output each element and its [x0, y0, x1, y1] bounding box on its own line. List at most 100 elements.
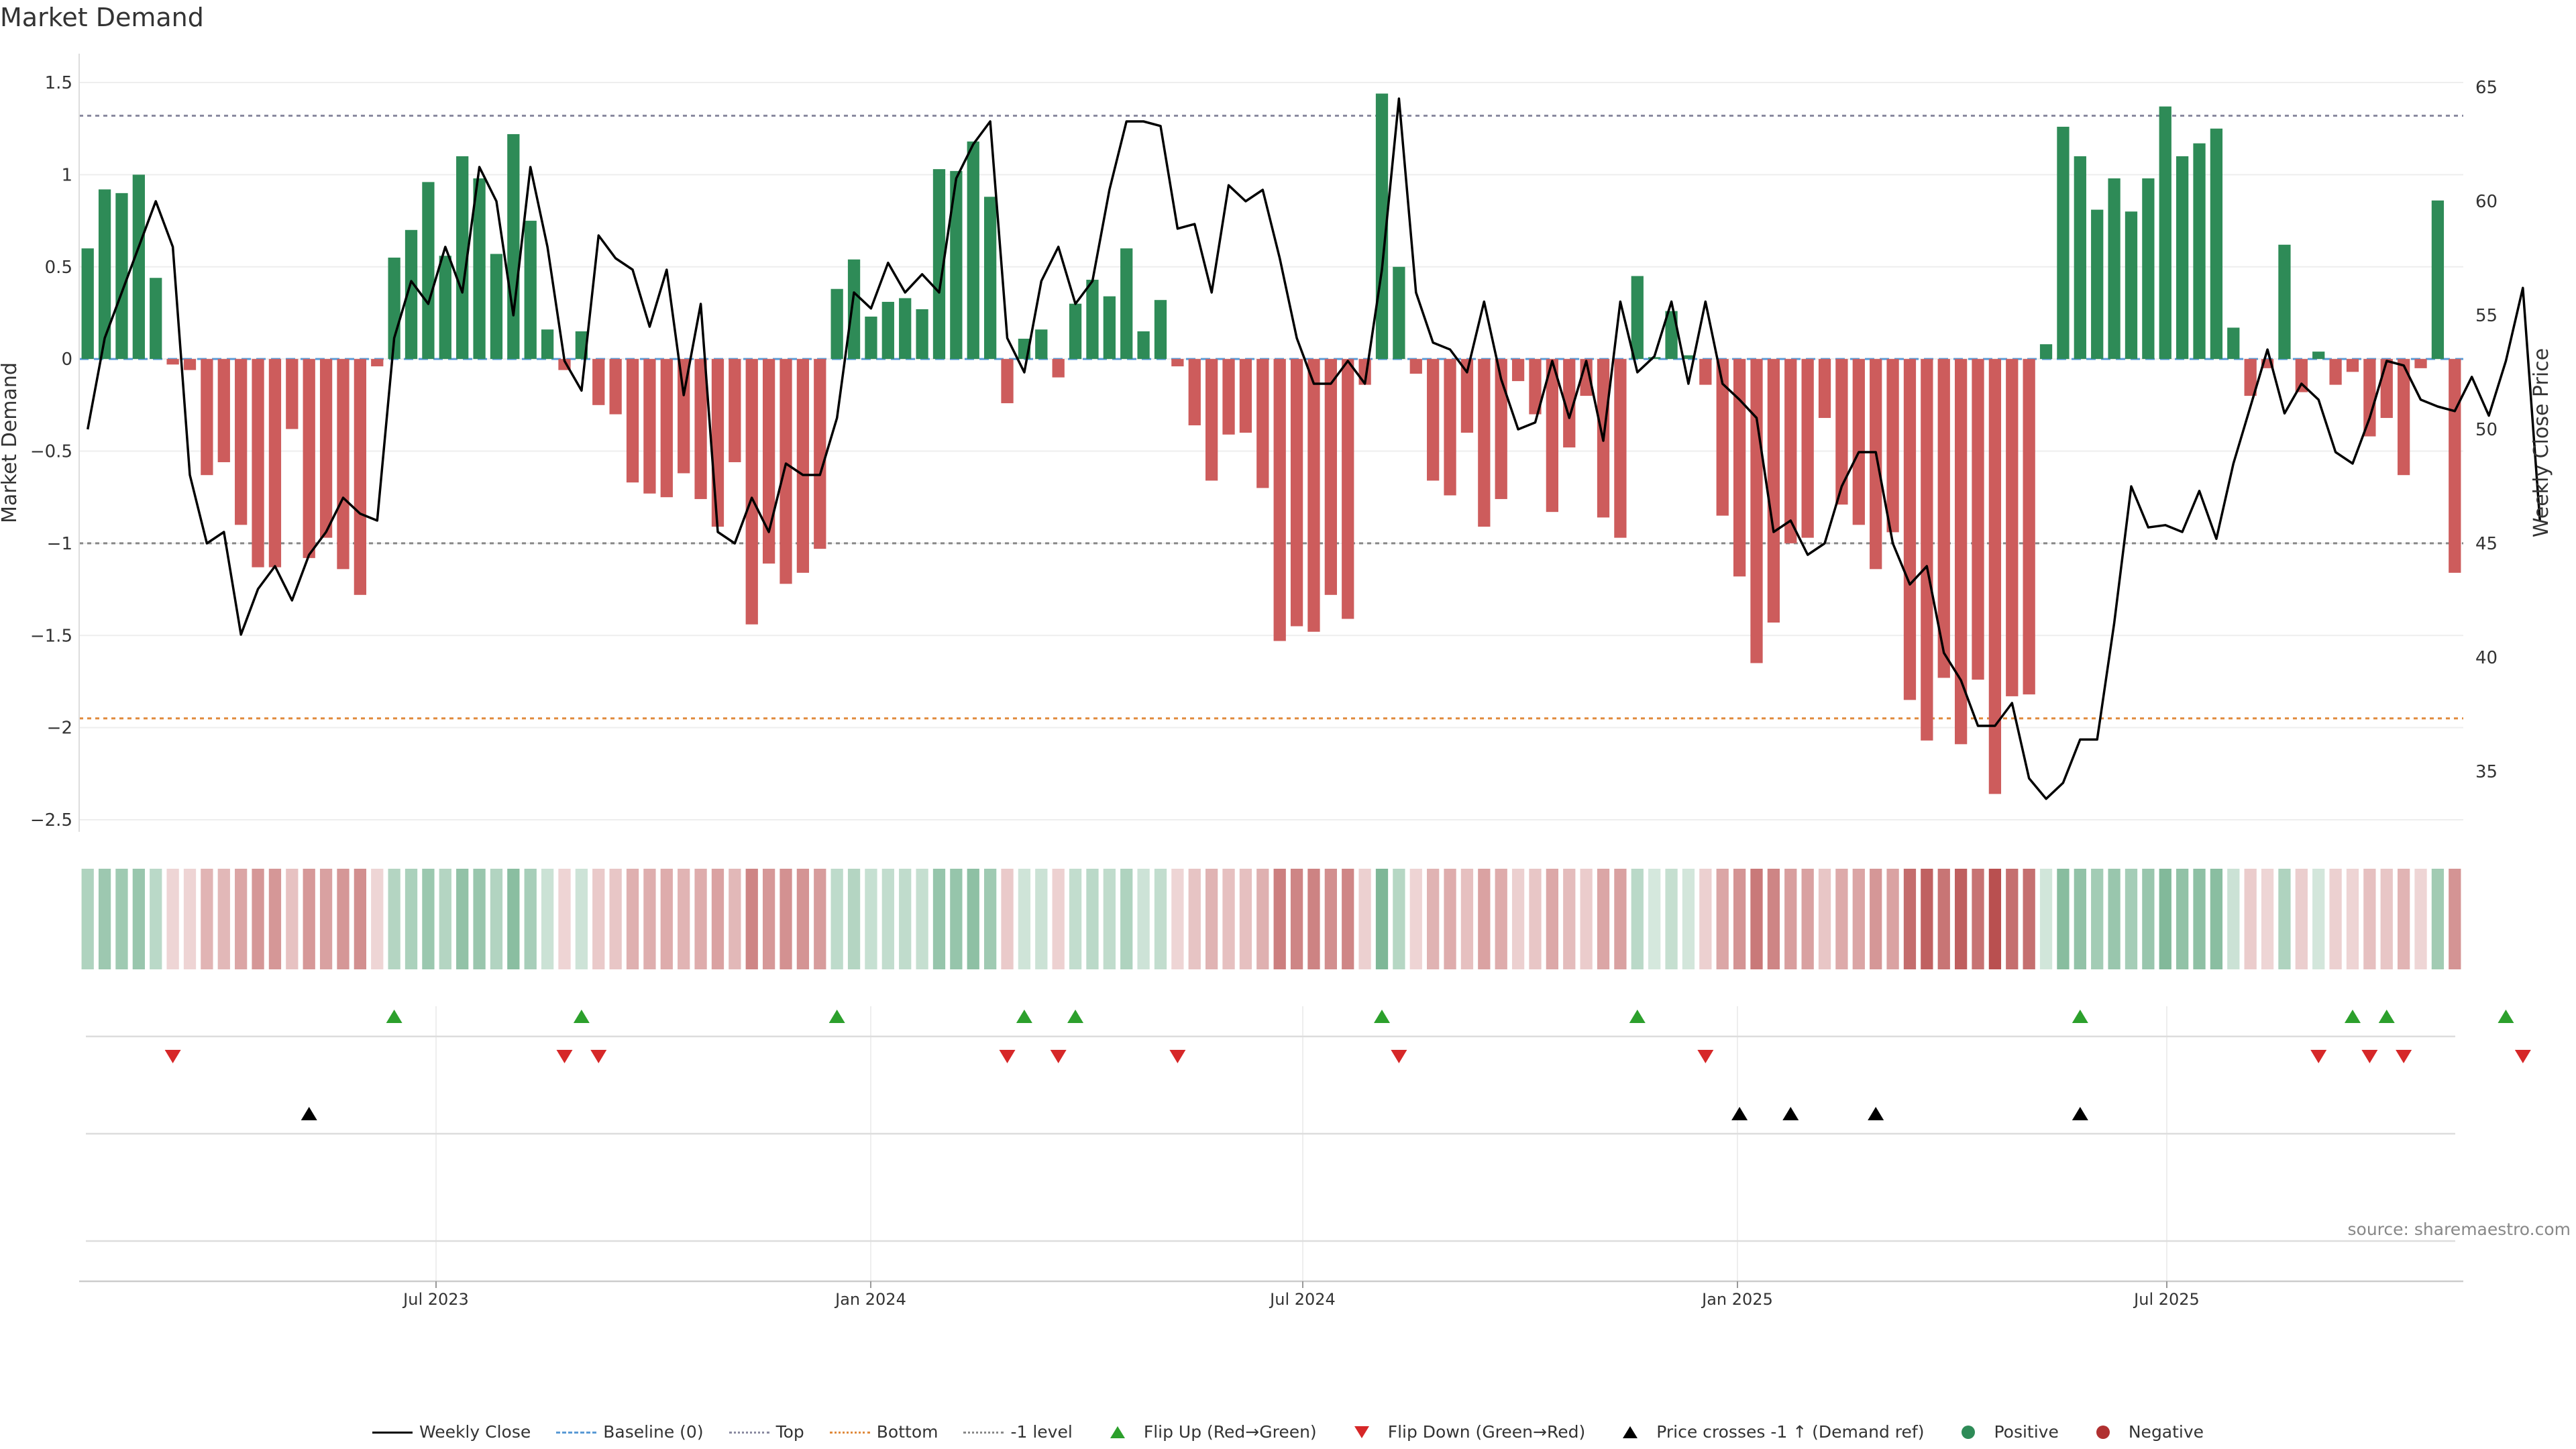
y-tick-label: −1	[47, 534, 72, 554]
chart-title: Market Demand	[0, 3, 204, 32]
heat-cell	[881, 869, 894, 969]
y2-axis-label: Weekly Close Price	[2530, 348, 2553, 537]
demand-bar	[150, 278, 162, 360]
demand-bar	[899, 298, 912, 360]
demand-bar	[1120, 248, 1133, 360]
heat-cell	[2312, 869, 2325, 969]
flip-down-marker	[556, 1050, 573, 1063]
heat-cell	[916, 869, 928, 969]
heat-cell	[1699, 869, 1712, 969]
flip-up-marker	[2378, 1010, 2395, 1023]
heat-cell	[1324, 869, 1337, 969]
legend-label: Bottom	[876, 1422, 938, 1442]
demand-bar	[1801, 359, 1814, 538]
heat-cell	[2125, 869, 2138, 969]
price-cross-marker	[2072, 1107, 2088, 1120]
dot-icon	[2096, 1425, 2110, 1439]
market-demand-chart: 1.5 1 0.5 0 −0.5 −1 −1.5 −2 −2.5 65 60 55 50 45 40 35 Ma…	[0, 54, 2553, 1309]
heat-cell	[2108, 869, 2121, 969]
price-cross-marker	[1731, 1107, 1748, 1120]
demand-bar	[319, 359, 333, 538]
y2-tick-label: 65	[2475, 78, 2498, 98]
demand-bar	[1307, 359, 1320, 632]
flip-up-marker	[2498, 1010, 2514, 1023]
heat-cell	[1648, 869, 1661, 969]
demand-bar	[183, 359, 197, 370]
demand-bar	[98, 189, 111, 360]
y2-tick-label: 40	[2475, 648, 2498, 668]
demand-bar	[916, 309, 928, 360]
heat-cell	[1988, 869, 2002, 969]
heat-cell	[1750, 869, 1763, 969]
heat-cell	[252, 869, 264, 969]
heat-cell	[439, 869, 451, 969]
demand-bar	[1852, 359, 1865, 525]
demand-bar	[2449, 359, 2461, 573]
triangle-up-icon	[1623, 1426, 1638, 1438]
heat-cell	[1733, 869, 1746, 969]
heat-cell	[2363, 869, 2376, 969]
heat-cell	[796, 869, 810, 969]
flip-up-marker	[1374, 1010, 1391, 1023]
demand-bar	[694, 359, 707, 499]
demand-bar	[881, 301, 894, 360]
heat-cell	[643, 869, 656, 969]
heat-cell	[541, 869, 554, 969]
legend-item: Price crosses -1 ↑ (Demand ref)	[1611, 1422, 1924, 1442]
x-tick-label: Jan 2025	[1701, 1290, 1773, 1309]
demand-bar	[1171, 359, 1184, 367]
heat-cell	[268, 869, 282, 969]
heat-cell	[1563, 869, 1576, 969]
demand-bar	[2210, 128, 2223, 360]
demand-bar	[1954, 359, 1968, 745]
heat-cell	[1444, 869, 1456, 969]
heat-cell	[1188, 869, 1201, 969]
demand-bar	[1716, 359, 1729, 516]
heat-cell	[2449, 869, 2461, 969]
heat-cell	[2142, 869, 2155, 969]
heat-cell	[1511, 869, 1525, 969]
heat-cell	[729, 869, 741, 969]
demand-bar	[1324, 359, 1337, 595]
demand-bar	[2142, 178, 2155, 360]
heat-cell	[1801, 869, 1814, 969]
heat-cell	[983, 869, 997, 969]
demand-bar	[1682, 355, 1695, 360]
demand-bar	[643, 359, 656, 494]
demand-bar	[1818, 359, 1831, 419]
heat-cell	[473, 869, 486, 969]
heat-cell	[865, 869, 877, 969]
demand-bar	[2244, 359, 2257, 396]
demand-bar	[1767, 359, 1780, 623]
demand-bar	[1444, 359, 1456, 496]
demand-bar	[1733, 359, 1746, 577]
demand-bar	[2091, 209, 2104, 360]
demand-bar	[268, 359, 282, 568]
heat-cell	[660, 869, 673, 969]
legend-item: Flip Up (Red→Green)	[1098, 1422, 1317, 1442]
demand-heat-strip	[81, 869, 2461, 969]
flip-up-marker	[2344, 1010, 2361, 1023]
demand-bar	[2227, 327, 2240, 360]
heat-cell	[1937, 869, 1950, 969]
heat-cell	[1086, 869, 1099, 969]
demand-bar	[592, 359, 605, 405]
demand-bar	[1903, 359, 1917, 700]
heat-cell	[1342, 869, 1354, 969]
demand-bar	[1631, 276, 1644, 360]
heat-cell	[2176, 869, 2189, 969]
heat-cell	[1903, 869, 1917, 969]
demand-bar	[762, 359, 775, 564]
demand-bar	[1290, 359, 1303, 627]
heat-cell	[2210, 869, 2223, 969]
demand-bar	[967, 141, 979, 360]
demand-bar	[524, 221, 537, 360]
demand-bar	[2431, 200, 2445, 360]
heat-cell	[609, 869, 622, 969]
price-cross-marker	[1868, 1107, 1884, 1120]
heat-cell	[2398, 869, 2410, 969]
demand-bar	[1546, 359, 1559, 513]
axis-layer: 1.5 1 0.5 0 −0.5 −1 −1.5 −2 −2.5 65 60 55 50 45 40 35 Ma…	[0, 54, 2553, 1309]
heat-cell	[694, 869, 707, 969]
heat-cell	[524, 869, 537, 969]
